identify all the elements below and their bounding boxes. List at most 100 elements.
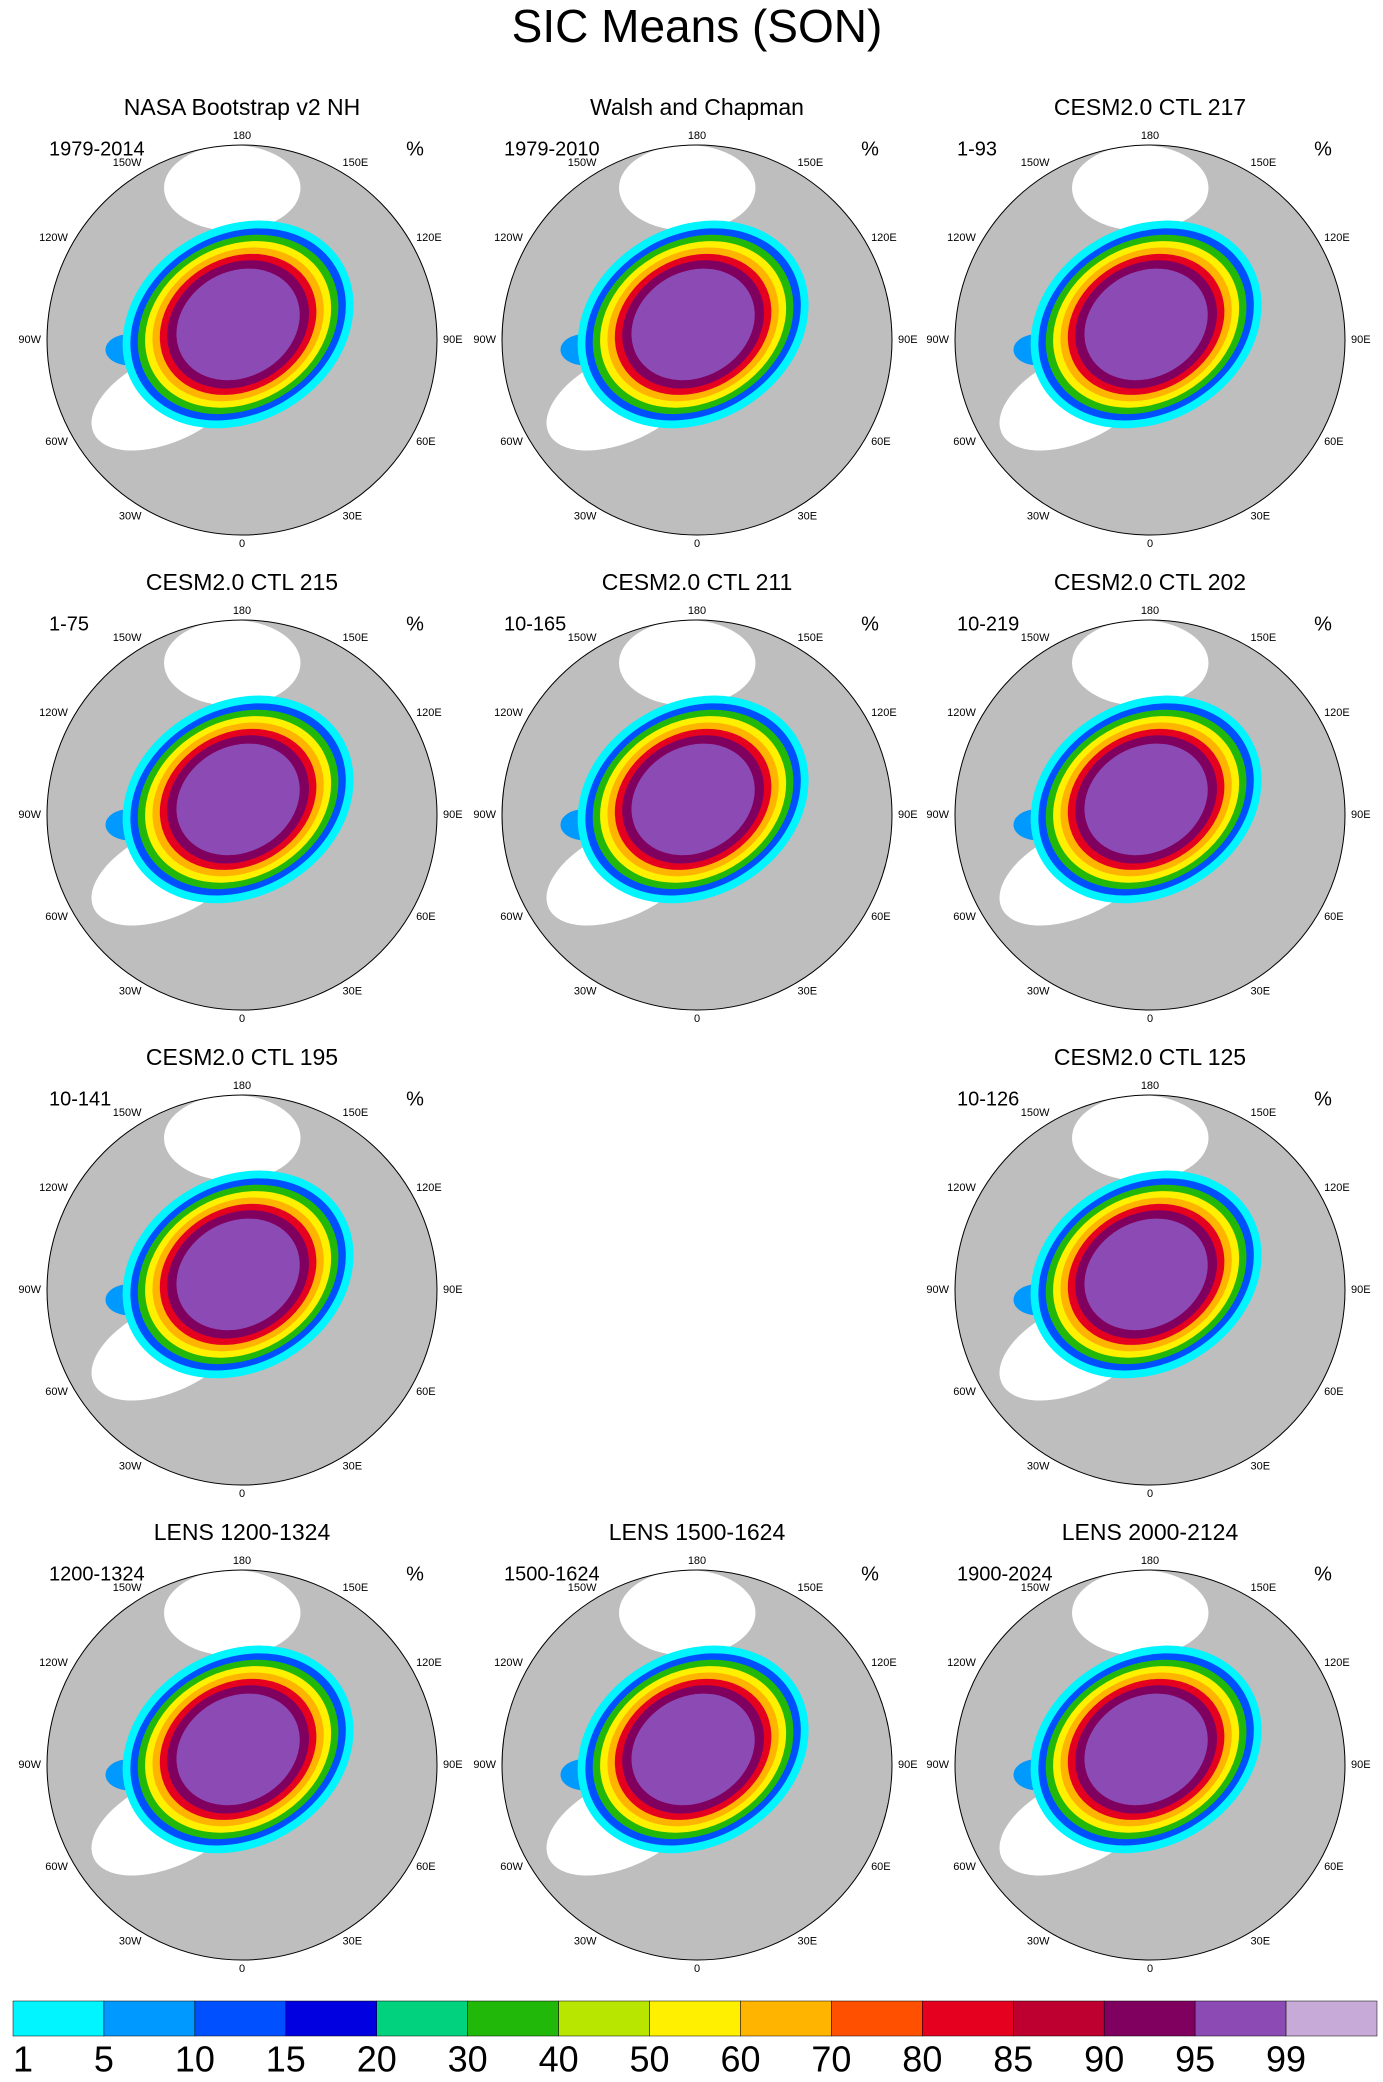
lon-label: 150E bbox=[343, 1582, 369, 1594]
lon-label: 150W bbox=[1021, 1582, 1050, 1594]
lon-label: 150W bbox=[1021, 632, 1050, 644]
lon-label: 120E bbox=[871, 1657, 897, 1669]
lon-label: 90W bbox=[473, 809, 496, 821]
colorbar-box bbox=[1103, 2000, 1196, 2037]
lon-label: 60E bbox=[871, 436, 891, 448]
lon-label: 30W bbox=[119, 1461, 142, 1473]
lon-label: 90E bbox=[443, 1284, 463, 1296]
lon-label: 0 bbox=[239, 1963, 245, 1975]
panel-title: CESM2.0 CTL 215 bbox=[146, 569, 338, 595]
lon-label: 60W bbox=[500, 436, 523, 448]
map-body bbox=[502, 620, 892, 1010]
lon-label: 30E bbox=[1251, 1461, 1271, 1473]
lon-label: 120E bbox=[416, 232, 442, 244]
lon-label: 150W bbox=[113, 1107, 142, 1119]
lon-label: 90W bbox=[473, 334, 496, 346]
lon-label: 150E bbox=[1251, 1107, 1277, 1119]
ocean bbox=[164, 1095, 301, 1181]
map-outline bbox=[46, 1094, 438, 1486]
lon-label: 120E bbox=[871, 707, 897, 719]
panel-units: % bbox=[406, 613, 424, 635]
panel-units: % bbox=[1314, 613, 1332, 635]
lon-label: 150E bbox=[1251, 1582, 1277, 1594]
lon-label: 120E bbox=[1324, 1182, 1350, 1194]
map-body bbox=[47, 145, 437, 535]
lon-label: 0 bbox=[694, 1963, 700, 1975]
lon-label: 150E bbox=[1251, 157, 1277, 169]
lon-label: 150E bbox=[343, 1107, 369, 1119]
panel-units: % bbox=[861, 138, 879, 160]
lon-label: 150E bbox=[798, 157, 824, 169]
lon-label: 120E bbox=[871, 232, 897, 244]
panel-units: % bbox=[406, 1088, 424, 1110]
lon-label: 120E bbox=[1324, 707, 1350, 719]
lon-label: 90W bbox=[18, 1284, 41, 1296]
map-panel: LENS 1500-1624 1500-1624 % 180 150E 120E 90E 60… bbox=[473, 1519, 917, 1975]
map-outline bbox=[501, 1569, 893, 1961]
lon-label: 180 bbox=[688, 130, 706, 142]
map-panel: LENS 2000-2124 1900-2024 % 180 150E 120E 90E 60… bbox=[926, 1519, 1370, 1975]
lon-label: 90E bbox=[443, 809, 463, 821]
map-panel: CESM2.0 CTL 217 1-93 % 180 150E 120E 90E 60E 30E… bbox=[926, 94, 1370, 550]
lon-label: 120W bbox=[494, 707, 523, 719]
panel-period: 1-93 bbox=[957, 138, 997, 160]
lon-label: 60E bbox=[1324, 1861, 1344, 1873]
colorbar-label: 40 bbox=[539, 2039, 579, 2080]
lon-label: 30W bbox=[119, 986, 142, 998]
lon-label: 120W bbox=[39, 707, 68, 719]
lon-label: 60E bbox=[1324, 911, 1344, 923]
lon-label: 30E bbox=[343, 511, 363, 523]
colorbar-label: 95 bbox=[1175, 2039, 1215, 2080]
lon-label: 90W bbox=[18, 809, 41, 821]
map-body bbox=[47, 1570, 437, 1960]
lon-label: 150E bbox=[798, 632, 824, 644]
panel-title: LENS 1500-1624 bbox=[609, 1519, 786, 1545]
ice-ring bbox=[1084, 1218, 1208, 1331]
panel-period: 10-141 bbox=[49, 1088, 111, 1110]
lon-label: 30W bbox=[574, 1936, 597, 1948]
colorbar-box bbox=[1013, 2000, 1105, 2037]
colorbar-box bbox=[1285, 2000, 1378, 2037]
lon-label: 60E bbox=[416, 1386, 436, 1398]
lon-label: 60W bbox=[500, 911, 523, 923]
lon-label: 60E bbox=[1324, 436, 1344, 448]
lon-label: 90W bbox=[926, 1284, 949, 1296]
panel-title: NASA Bootstrap v2 NH bbox=[124, 94, 361, 120]
colorbar-box bbox=[467, 2000, 559, 2037]
panel-units: % bbox=[406, 1563, 424, 1585]
lon-label: 120W bbox=[947, 232, 976, 244]
ocean bbox=[1072, 1570, 1209, 1656]
lon-label: 60E bbox=[871, 911, 891, 923]
panel-period: 1500-1624 bbox=[504, 1563, 600, 1585]
lon-label: 180 bbox=[688, 1555, 706, 1567]
colorbar-label: 30 bbox=[448, 2039, 488, 2080]
lon-label: 30E bbox=[343, 1936, 363, 1948]
lon-label: 120W bbox=[494, 1657, 523, 1669]
lon-label: 60W bbox=[45, 1861, 68, 1873]
colorbar-box bbox=[649, 2000, 741, 2037]
lon-label: 30E bbox=[798, 986, 818, 998]
lon-label: 30W bbox=[574, 511, 597, 523]
lon-label: 120E bbox=[416, 1657, 442, 1669]
lon-label: 120W bbox=[39, 1657, 68, 1669]
lon-label: 30E bbox=[1251, 1936, 1271, 1948]
lon-label: 150W bbox=[113, 1582, 142, 1594]
lon-label: 180 bbox=[233, 1080, 251, 1092]
panel-period: 1979-2014 bbox=[49, 138, 145, 160]
colorbar-label: 70 bbox=[811, 2039, 851, 2080]
lon-label: 90W bbox=[926, 334, 949, 346]
panel-units: % bbox=[861, 1563, 879, 1585]
lon-label: 60E bbox=[1324, 1386, 1344, 1398]
lon-label: 60E bbox=[416, 911, 436, 923]
lon-label: 90E bbox=[1351, 809, 1371, 821]
lon-label: 60E bbox=[416, 1861, 436, 1873]
lon-label: 30W bbox=[1027, 1936, 1050, 1948]
map-body bbox=[47, 620, 437, 1010]
map-outline bbox=[954, 619, 1346, 1011]
colorbar-label: 20 bbox=[357, 2039, 397, 2080]
lon-label: 150E bbox=[343, 632, 369, 644]
lon-label: 150E bbox=[343, 157, 369, 169]
lon-label: 120W bbox=[947, 1182, 976, 1194]
lon-label: 90E bbox=[443, 334, 463, 346]
lon-label: 0 bbox=[239, 1488, 245, 1500]
